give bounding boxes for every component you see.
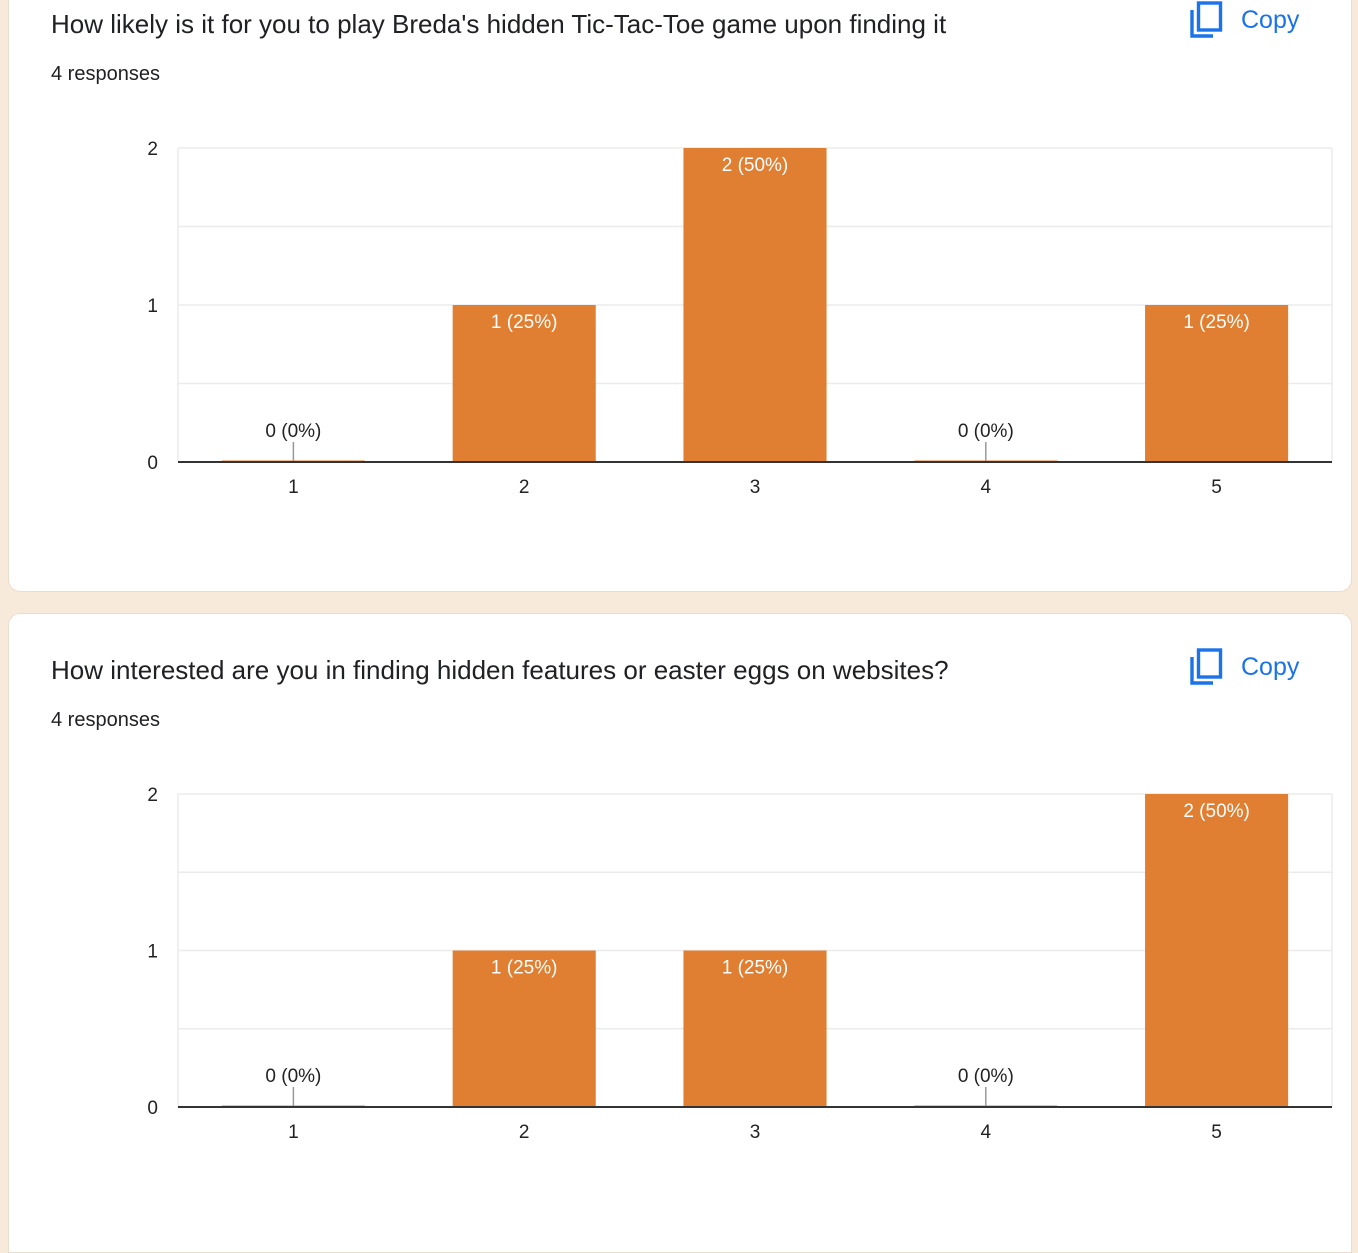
response-count: 4 responses [51,709,160,731]
response-count: 4 responses [51,63,160,85]
bar [1145,794,1289,1107]
x-tick-label: 2 [519,477,530,498]
bar-value-label: 0 (0%) [265,421,321,442]
copy-icon [1190,648,1223,685]
x-tick-label: 1 [288,1122,299,1143]
y-tick-label: 1 [147,942,158,963]
y-tick-label: 2 [147,139,158,160]
bar-value-label: 0 (0%) [958,1066,1014,1087]
x-tick-label: 1 [288,477,299,498]
y-tick-label: 0 [147,453,158,474]
x-tick-label: 3 [750,477,761,498]
bar-value-label: 2 (50%) [1183,801,1250,822]
y-tick-label: 1 [147,296,158,317]
question-card: How likely is it for you to play Breda's… [8,0,1352,592]
bar-value-label: 1 (25%) [1183,312,1250,333]
x-tick-label: 4 [981,477,992,498]
copy-label: Copy [1241,5,1300,34]
bar-value-label: 2 (50%) [722,155,789,176]
bar [683,148,827,462]
bar-chart: 0 1 2 0 (0%) 1 1 (25%) 2 1 (25%) 3 0 (0%) 4 2 (50%)… [147,785,1333,1143]
question-card: How interested are you in finding hidden… [8,613,1352,1253]
bar-value-label: 1 (25%) [491,312,558,333]
bar [1145,305,1289,462]
x-tick-label: 3 [750,1122,761,1143]
copy-chart-button[interactable]: Copy [1189,648,1299,686]
copy-icon [1190,1,1223,38]
bar [452,950,596,1107]
y-tick-label: 0 [147,1098,158,1119]
copy-chart-button[interactable]: Copy [1189,1,1299,39]
copy-label: Copy [1241,652,1300,681]
y-tick-label: 2 [147,785,158,806]
bar-chart: 0 1 2 0 (0%) 1 1 (25%) 2 2 (50%) 3 0 (0%) 4 1 (25%)… [147,139,1333,498]
x-tick-label: 5 [1211,477,1222,498]
bar-value-label: 0 (0%) [265,1066,321,1087]
bar [452,305,596,462]
question-title: How likely is it for you to play Breda's… [51,9,947,39]
bar-value-label: 1 (25%) [491,958,558,979]
x-tick-label: 2 [519,1122,530,1143]
bar-value-label: 0 (0%) [958,421,1014,442]
question-title: How interested are you in finding hidden… [51,655,949,685]
bar-value-label: 1 (25%) [722,958,789,979]
x-tick-label: 5 [1211,1122,1222,1143]
bar [683,950,827,1107]
x-tick-label: 4 [981,1122,992,1143]
